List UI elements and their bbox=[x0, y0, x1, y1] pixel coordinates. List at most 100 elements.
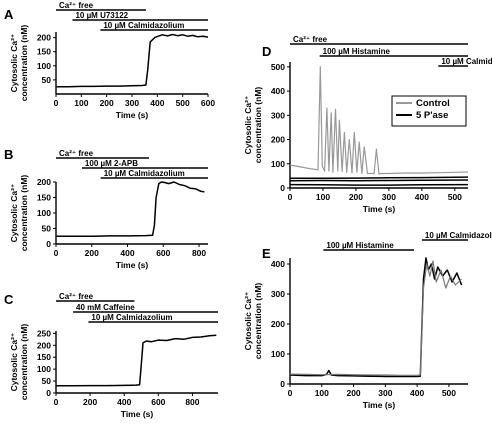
x-tick-label: 0 bbox=[54, 248, 59, 258]
y-axis-label: Cytosolic Ca²⁺ bbox=[243, 292, 253, 351]
treatment-bar-label: Ca²⁺ free bbox=[293, 35, 328, 44]
y-axis-label: Cytosolic Ca²⁺ bbox=[9, 184, 19, 243]
x-tick-label: 100 bbox=[316, 192, 330, 202]
x-axis-label: Time (s) bbox=[363, 400, 396, 410]
panel-letter: C bbox=[4, 292, 14, 307]
data-series-line bbox=[289, 66, 469, 175]
treatment-bar-label: 100 µM 2-APB bbox=[85, 159, 138, 168]
data-series-line bbox=[290, 176, 469, 180]
y-axis-label: concentration (nM) bbox=[19, 324, 29, 401]
x-tick-label: 800 bbox=[192, 248, 206, 258]
treatment-bar-label: 10 µM Calmidazolium bbox=[91, 313, 172, 322]
treatment-bar-label: 10 µM Calmidazolium bbox=[103, 21, 184, 30]
legend-entry: Control bbox=[416, 98, 450, 109]
data-series-line bbox=[289, 179, 469, 182]
treatment-bar-label: Ca²⁺ free bbox=[59, 149, 94, 158]
x-tick-label: 500 bbox=[442, 388, 456, 398]
y-tick-label: 150 bbox=[37, 352, 51, 362]
x-tick-label: 0 bbox=[288, 192, 293, 202]
x-tick-label: 200 bbox=[83, 397, 97, 407]
y-tick-label: 0 bbox=[46, 388, 51, 398]
x-tick-label: 200 bbox=[85, 248, 99, 258]
treatment-bar-label: 10 µM Calmidazolium bbox=[441, 57, 492, 66]
x-axis-label: Time (s) bbox=[363, 204, 396, 214]
y-axis-label: Cytosolic Ca²⁺ bbox=[9, 333, 19, 392]
panel-e: E 0 100 200 300 400 500 0 100 200 300 400 Time (s) Cy… bbox=[243, 231, 492, 410]
y-tick-label: 0 bbox=[280, 183, 285, 193]
y-tick-label: 200 bbox=[37, 340, 51, 350]
x-axis-label: Time (s) bbox=[116, 110, 149, 120]
x-tick-label: 200 bbox=[349, 192, 363, 202]
legend-box bbox=[391, 95, 467, 127]
panel-d: D 0 100 200 300 400 500 0 100 200 300 400 500 Time (s… bbox=[243, 35, 492, 214]
y-tick-label: 150 bbox=[37, 47, 51, 57]
y-tick-label: 100 bbox=[37, 61, 51, 71]
y-tick-label: 100 bbox=[37, 364, 51, 374]
x-tick-label: 400 bbox=[150, 98, 164, 108]
x-axis-label: Time (s) bbox=[116, 260, 149, 270]
y-tick-label: 100 bbox=[271, 159, 285, 169]
treatment-bar-label: Ca²⁺ free bbox=[59, 1, 94, 10]
y-tick-label: 50 bbox=[42, 376, 52, 386]
x-tick-label: 200 bbox=[100, 98, 114, 108]
x-tick-label: 500 bbox=[176, 98, 190, 108]
legend-entry: 5 P'ase bbox=[416, 110, 448, 121]
y-tick-label: 50 bbox=[42, 224, 52, 234]
x-tick-label: 100 bbox=[74, 98, 88, 108]
data-series-line bbox=[56, 334, 217, 387]
treatment-bar-label: 100 µM Histamine bbox=[323, 47, 391, 56]
y-axis-label: concentration (nM) bbox=[19, 175, 29, 252]
panel-letter: E bbox=[262, 246, 271, 261]
y-axis-label: Cytosolic Ca²⁺ bbox=[243, 96, 253, 155]
panel-b: B 0 200 400 600 800 0 50 100 150 200 Time (s) Cytoso… bbox=[4, 147, 208, 270]
y-tick-label: 100 bbox=[271, 349, 285, 359]
data-series-line bbox=[56, 181, 205, 238]
y-axis-label: Cytosolic Ca²⁺ bbox=[9, 34, 19, 93]
y-tick-label: 400 bbox=[271, 259, 285, 269]
treatment-bar-label: Ca²⁺ free bbox=[59, 292, 94, 301]
panel-c: C 0 200 400 600 800 0 50 100 150 200 250 Time (s) Cyt… bbox=[4, 292, 218, 419]
y-tick-label: 200 bbox=[271, 135, 285, 145]
y-tick-label: 250 bbox=[37, 328, 51, 338]
x-tick-label: 600 bbox=[151, 397, 165, 407]
x-axis-label: Time (s) bbox=[121, 409, 154, 419]
x-tick-label: 300 bbox=[382, 192, 396, 202]
data-series-line bbox=[289, 183, 469, 186]
y-tick-label: 300 bbox=[271, 289, 285, 299]
y-tick-label: 500 bbox=[271, 62, 285, 72]
x-tick-label: 400 bbox=[410, 388, 424, 398]
treatment-bar-label: 10 µM Calmidazolium bbox=[425, 231, 492, 240]
x-tick-label: 0 bbox=[54, 98, 59, 108]
data-series-line bbox=[289, 260, 463, 376]
y-tick-label: 200 bbox=[37, 33, 51, 43]
panel-letter: A bbox=[4, 7, 14, 22]
treatment-bar-label: 10 µM U73122 bbox=[75, 11, 128, 20]
x-tick-label: 300 bbox=[125, 98, 139, 108]
y-tick-label: 0 bbox=[46, 239, 51, 249]
y-tick-label: 200 bbox=[271, 319, 285, 329]
panel-letter: B bbox=[4, 147, 13, 162]
y-tick-label: 400 bbox=[271, 86, 285, 96]
y-tick-label: 200 bbox=[37, 177, 51, 187]
y-tick-label: 0 bbox=[280, 379, 285, 389]
x-tick-label: 200 bbox=[346, 388, 360, 398]
x-tick-label: 400 bbox=[117, 397, 131, 407]
x-tick-label: 600 bbox=[156, 248, 170, 258]
y-axis-label: concentration (nM) bbox=[19, 25, 29, 102]
treatment-bar-label: 100 µM Histamine bbox=[326, 241, 394, 250]
y-axis-label: concentration (nM) bbox=[253, 283, 263, 360]
x-tick-label: 600 bbox=[201, 98, 215, 108]
treatment-bar-label: 40 mM Caffeine bbox=[76, 303, 135, 312]
x-tick-label: 300 bbox=[378, 388, 392, 398]
x-tick-label: 400 bbox=[415, 192, 429, 202]
treatment-bar-label: 10 µM Calmidazolium bbox=[104, 169, 185, 178]
x-tick-label: 800 bbox=[185, 397, 199, 407]
x-tick-label: 0 bbox=[54, 397, 59, 407]
data-series-line bbox=[56, 33, 209, 88]
x-tick-label: 500 bbox=[448, 192, 462, 202]
y-tick-label: 300 bbox=[271, 110, 285, 120]
panel-letter: D bbox=[262, 44, 271, 59]
y-tick-label: 150 bbox=[37, 193, 51, 203]
